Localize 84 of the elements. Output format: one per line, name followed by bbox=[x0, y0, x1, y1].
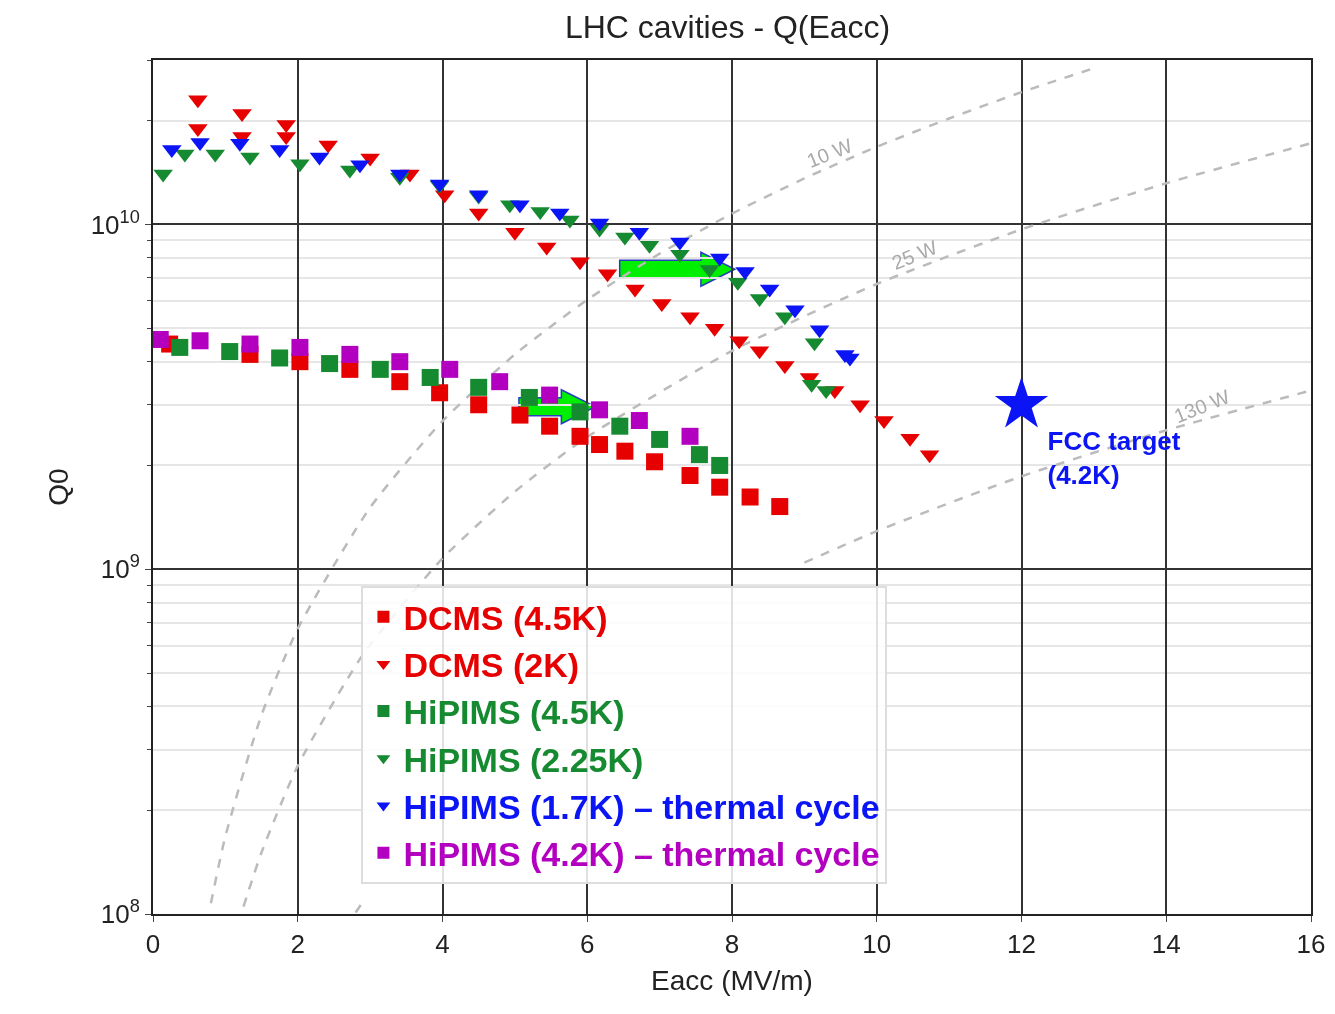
point bbox=[240, 152, 260, 166]
x-tick-label: 6 bbox=[580, 929, 595, 960]
legend-label: HiPIMS (1.7K) – thermal cycle bbox=[403, 787, 880, 826]
point bbox=[360, 153, 380, 167]
chart-title: LHC cavities - Q(Eacc) bbox=[564, 8, 891, 45]
point bbox=[290, 159, 310, 173]
point bbox=[711, 478, 729, 496]
point bbox=[421, 368, 439, 386]
point bbox=[615, 232, 635, 246]
x-tick-label: 10 bbox=[862, 929, 892, 960]
point bbox=[321, 355, 339, 373]
annotation: 10 W bbox=[803, 134, 856, 173]
point bbox=[785, 305, 805, 319]
point bbox=[741, 488, 759, 506]
point bbox=[735, 267, 755, 281]
point bbox=[560, 215, 580, 229]
legend-label: HiPIMS (4.2K) – thermal cycle bbox=[403, 834, 880, 873]
legend-label: DCMS (4.5K) bbox=[403, 598, 608, 637]
point bbox=[616, 442, 634, 460]
point bbox=[670, 237, 690, 251]
point bbox=[153, 169, 173, 183]
point bbox=[541, 386, 559, 404]
x-tick-label: 12 bbox=[1007, 929, 1036, 960]
point bbox=[510, 200, 530, 214]
y-tick-label: 10$^{10}$ bbox=[90, 206, 140, 240]
point bbox=[441, 360, 459, 378]
x-tick-label: 0 bbox=[145, 929, 161, 960]
point bbox=[511, 406, 529, 424]
point bbox=[491, 373, 509, 391]
point bbox=[470, 378, 488, 396]
point bbox=[188, 95, 208, 109]
point bbox=[611, 417, 629, 435]
x-axis-title: Eacc (MV/m) bbox=[651, 964, 813, 996]
legend-label: DCMS (2K) bbox=[403, 646, 580, 685]
point bbox=[690, 446, 708, 464]
point bbox=[571, 403, 589, 421]
point bbox=[162, 145, 182, 159]
point bbox=[151, 330, 169, 348]
point bbox=[291, 338, 309, 356]
y-tick-label: 10$^{9}$ bbox=[100, 551, 140, 585]
point bbox=[651, 430, 669, 448]
y-tick-label: 10$^{8}$ bbox=[100, 896, 140, 930]
point bbox=[271, 349, 289, 367]
point bbox=[341, 345, 359, 363]
point bbox=[681, 467, 699, 485]
point bbox=[470, 396, 488, 414]
point bbox=[850, 400, 870, 414]
legend-label: HiPIMS (2.25K) bbox=[403, 740, 644, 779]
x-tick-label: 4 bbox=[435, 929, 450, 960]
point bbox=[570, 257, 590, 271]
point bbox=[680, 312, 700, 326]
point bbox=[591, 401, 609, 419]
point bbox=[171, 338, 189, 356]
point bbox=[571, 427, 589, 445]
point bbox=[371, 360, 389, 378]
point bbox=[646, 453, 664, 471]
point bbox=[350, 160, 370, 174]
x-tick-label: 8 bbox=[724, 929, 740, 960]
point bbox=[191, 332, 209, 350]
point bbox=[391, 373, 409, 391]
point bbox=[630, 412, 648, 430]
point bbox=[541, 417, 559, 435]
point bbox=[591, 436, 609, 454]
point bbox=[670, 249, 690, 263]
x-tick-label: 2 bbox=[290, 929, 305, 960]
point bbox=[431, 384, 449, 402]
annotation: 25 W bbox=[888, 236, 941, 274]
x-tick-label: 14 bbox=[1151, 929, 1181, 960]
point bbox=[221, 343, 239, 361]
legend-label: HiPIMS (4.5K) bbox=[403, 693, 625, 732]
point bbox=[711, 456, 729, 474]
point bbox=[505, 227, 525, 241]
x-tick-label: 16 bbox=[1296, 929, 1326, 960]
point bbox=[625, 284, 645, 298]
point bbox=[318, 140, 338, 154]
point bbox=[520, 388, 538, 406]
point bbox=[175, 149, 195, 163]
point bbox=[681, 427, 699, 445]
point bbox=[241, 335, 259, 353]
point bbox=[771, 498, 789, 516]
point bbox=[391, 353, 409, 371]
y-axis-title: Q0 bbox=[42, 468, 74, 506]
point bbox=[900, 433, 920, 447]
annotation: 130 W bbox=[1171, 385, 1233, 428]
